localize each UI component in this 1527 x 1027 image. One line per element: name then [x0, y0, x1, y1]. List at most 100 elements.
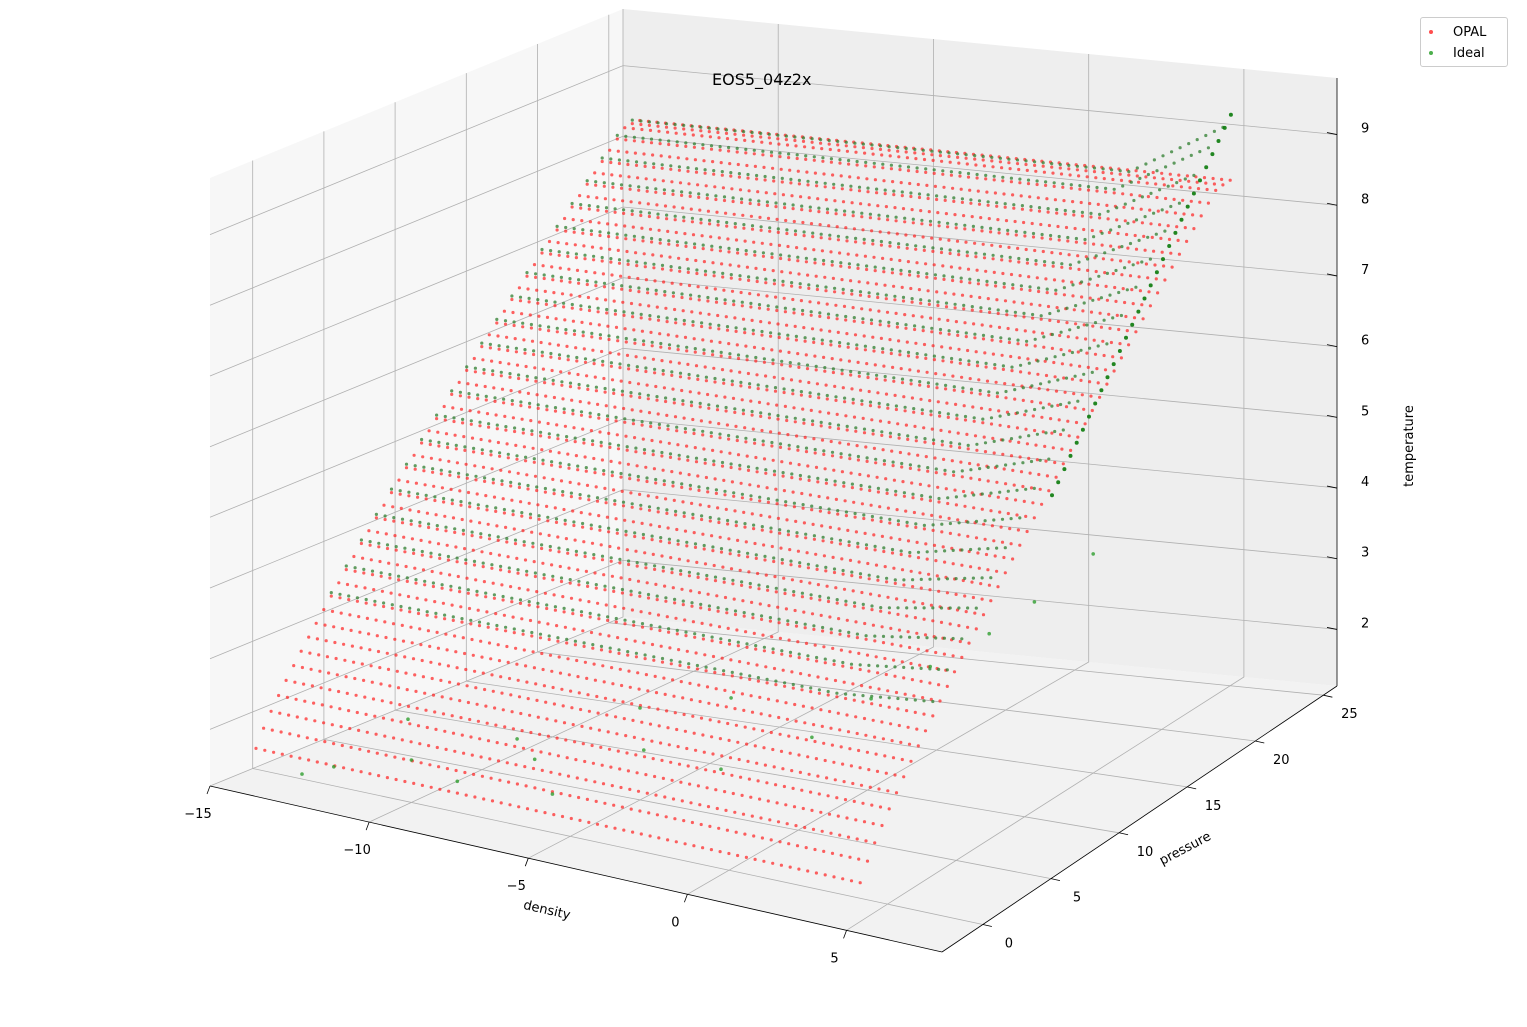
point-opal	[916, 647, 920, 651]
point-opal	[385, 651, 389, 655]
point-opal	[813, 847, 817, 852]
point-ideal	[908, 550, 912, 555]
point-opal	[648, 722, 653, 726]
point-opal	[932, 441, 936, 446]
point-ideal	[460, 617, 464, 621]
point-opal	[440, 586, 444, 590]
point-opal	[712, 366, 716, 370]
point-opal	[597, 728, 602, 732]
point-ideal	[567, 463, 571, 467]
point-ideal	[572, 329, 577, 333]
point-opal	[333, 640, 337, 645]
point-opal	[752, 240, 756, 244]
point-opal	[1015, 328, 1019, 332]
point-opal	[578, 194, 582, 198]
point-opal	[594, 183, 598, 187]
point-opal	[698, 405, 702, 409]
point-ideal	[506, 452, 510, 456]
point-ideal	[882, 266, 886, 270]
point-opal	[909, 286, 913, 291]
point-opal	[683, 132, 687, 136]
point-opal	[460, 733, 464, 737]
point-opal	[442, 404, 446, 409]
point-ideal	[640, 622, 645, 626]
point-opal	[432, 484, 436, 488]
point-opal	[693, 635, 697, 639]
point-ideal	[616, 335, 620, 339]
point-opal	[916, 182, 920, 187]
point-opal	[752, 345, 757, 349]
point-opal	[861, 416, 865, 420]
point-opal	[611, 682, 615, 686]
point-opal	[720, 368, 725, 372]
point-opal	[1073, 406, 1077, 410]
point-opal	[944, 212, 949, 216]
point-opal	[587, 308, 592, 313]
point-opal	[612, 488, 616, 492]
point-opal	[584, 569, 589, 574]
point-opal	[770, 544, 774, 549]
point-ideal	[645, 476, 649, 480]
point-opal	[657, 129, 661, 133]
point-opal	[666, 130, 670, 134]
point-ideal	[448, 470, 452, 474]
point-opal	[740, 200, 744, 205]
point-ideal	[1004, 389, 1008, 394]
point-ideal	[1100, 231, 1104, 235]
point-opal	[780, 363, 784, 367]
point-opal	[461, 636, 465, 640]
point-opal	[860, 502, 865, 506]
point-opal	[833, 483, 837, 487]
point-opal	[392, 519, 396, 523]
point-opal	[793, 420, 797, 424]
point-opal	[1076, 435, 1080, 439]
point-opal	[1172, 197, 1176, 201]
point-opal	[671, 678, 675, 682]
point-opal	[928, 499, 933, 503]
point-opal	[924, 455, 928, 459]
point-ideal	[613, 207, 617, 211]
point-opal	[1103, 368, 1108, 372]
point-opal	[773, 575, 777, 579]
point-opal	[307, 635, 311, 639]
point-ideal	[746, 551, 750, 555]
point-opal	[766, 799, 770, 803]
point-opal	[644, 566, 648, 570]
point-opal	[934, 372, 938, 376]
point-ideal	[583, 551, 587, 555]
point-ideal	[550, 460, 554, 464]
point-opal	[1037, 209, 1042, 213]
point-opal	[695, 766, 699, 770]
point-opal	[990, 338, 994, 342]
point-opal	[656, 124, 660, 128]
point-ideal	[659, 536, 663, 540]
point-opal	[674, 321, 678, 325]
point-opal	[1102, 177, 1106, 181]
point-opal	[947, 332, 951, 336]
point-opal	[1100, 243, 1104, 247]
point-opal	[702, 547, 706, 551]
point-opal	[1089, 310, 1094, 314]
point-opal	[609, 260, 613, 264]
point-opal	[640, 329, 645, 333]
point-ideal	[570, 201, 574, 206]
point-opal	[486, 522, 490, 526]
point-opal	[404, 564, 408, 569]
point-ideal	[1015, 158, 1020, 162]
point-ideal	[618, 557, 622, 562]
point-opal	[640, 720, 644, 724]
point-opal	[479, 437, 483, 442]
point-opal	[722, 580, 726, 584]
point-opal	[766, 216, 771, 220]
point-ideal	[739, 672, 743, 676]
point-opal	[828, 709, 832, 714]
point-opal	[717, 136, 721, 140]
point-ideal	[540, 247, 544, 252]
point-ideal	[355, 596, 359, 600]
point-opal	[614, 620, 618, 624]
point-opal	[725, 137, 730, 141]
point-opal	[722, 198, 727, 203]
point-opal	[755, 279, 759, 284]
point-ideal	[661, 565, 665, 570]
point-opal	[589, 527, 593, 531]
